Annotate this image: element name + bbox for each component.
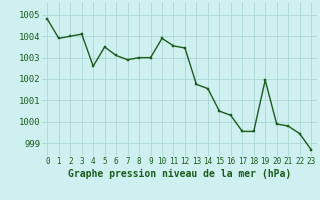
X-axis label: Graphe pression niveau de la mer (hPa): Graphe pression niveau de la mer (hPa) bbox=[68, 169, 291, 179]
